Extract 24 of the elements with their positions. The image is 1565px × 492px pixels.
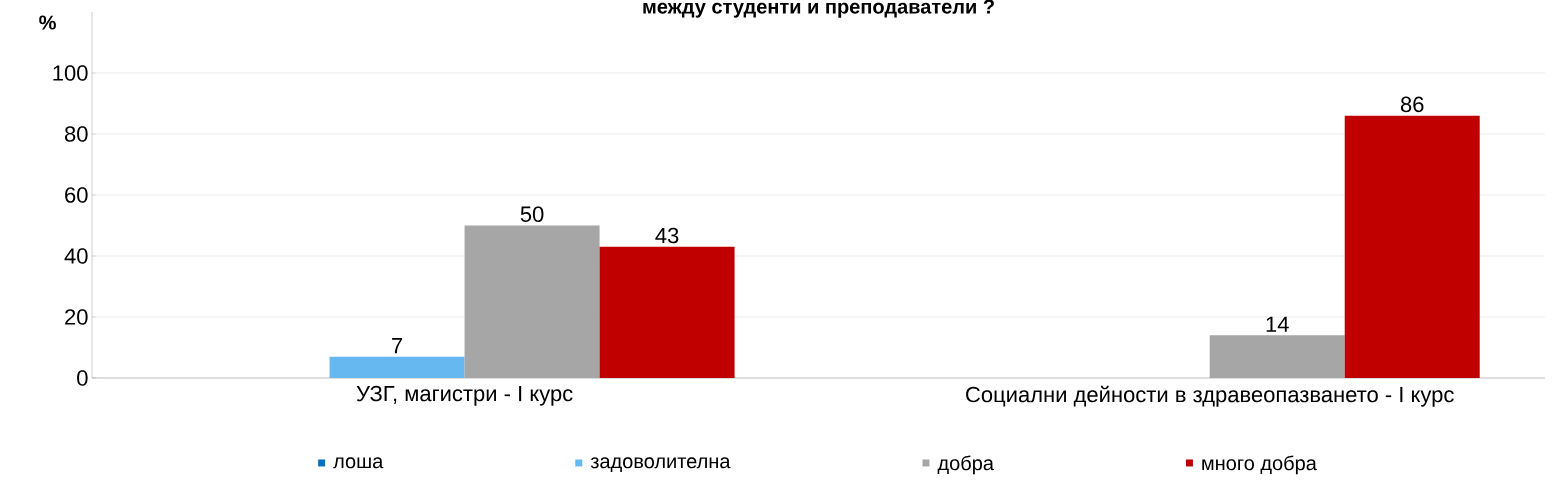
y-tick-label: 0 bbox=[77, 370, 88, 386]
data-label: 7 bbox=[392, 337, 403, 354]
data-label: 43 bbox=[655, 227, 679, 244]
legend-label: лоша bbox=[333, 457, 384, 469]
legend-label: задоволителна bbox=[590, 457, 731, 473]
bar bbox=[1344, 115, 1480, 378]
bar bbox=[464, 225, 600, 378]
bar bbox=[599, 246, 735, 378]
data-label: 14 bbox=[1266, 316, 1289, 332]
chart-title: между студенти и преподаватели ? bbox=[643, 0, 994, 18]
y-tick-label: 60 bbox=[65, 187, 88, 203]
y-axis-title: % bbox=[39, 15, 56, 30]
legend-label: добра bbox=[937, 455, 994, 475]
y-tick-label: 40 bbox=[64, 248, 88, 264]
y-tick-label: 80 bbox=[64, 126, 88, 142]
x-tick-label: Социални дейности в здравеопазването - I курс bbox=[966, 385, 1454, 407]
y-tick-label: 100 bbox=[53, 65, 88, 81]
legend-label: много добра bbox=[1202, 455, 1317, 475]
data-label: 50 bbox=[520, 206, 544, 222]
bar bbox=[1209, 335, 1345, 378]
x-tick-label: УЗГ, магистри - I курс bbox=[356, 385, 573, 406]
data-label: 86 bbox=[1400, 96, 1424, 113]
y-tick-label: 20 bbox=[65, 309, 88, 325]
bar bbox=[329, 356, 465, 378]
